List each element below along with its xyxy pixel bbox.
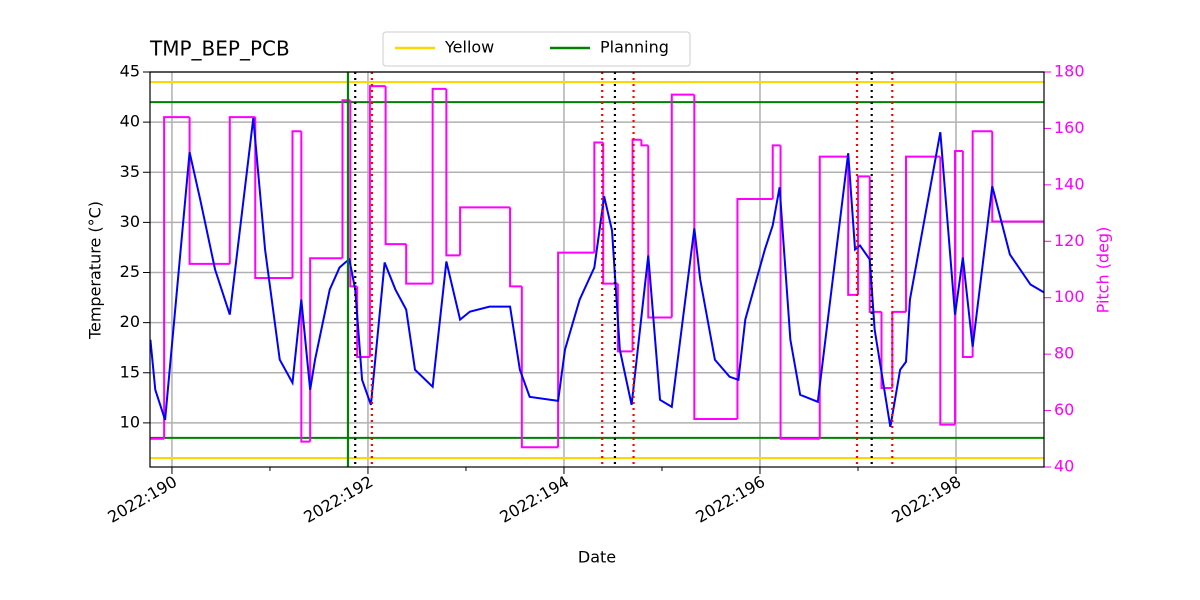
pitch-step xyxy=(961,151,973,358)
pitch-step xyxy=(856,175,870,295)
y2-axis-label: Pitch (deg) xyxy=(1094,227,1113,314)
y-tick-label: 25 xyxy=(120,262,140,281)
legend-box xyxy=(382,31,691,67)
pitch-step xyxy=(300,131,311,443)
pitch-step xyxy=(593,141,604,253)
pitch-step xyxy=(188,117,230,265)
pitch-step xyxy=(647,145,672,319)
pitch-step xyxy=(939,156,956,426)
temperature-line xyxy=(150,117,1044,428)
pitch-step xyxy=(368,85,386,357)
y2-tick-label: 160 xyxy=(1054,118,1085,137)
pitch-step xyxy=(971,130,993,357)
x-tick-label: 2022:198 xyxy=(888,472,964,527)
pitch-step xyxy=(291,130,302,278)
y2-tick-label: 60 xyxy=(1054,400,1074,419)
pitch-step xyxy=(905,155,941,312)
plot-frame xyxy=(149,71,1045,468)
pitch-step xyxy=(891,310,907,388)
x-axis-label: Date xyxy=(578,548,616,567)
pitch-step xyxy=(341,99,351,259)
pitch-step xyxy=(847,156,858,296)
y-axis-label: Temperature (°C) xyxy=(86,201,105,340)
y-tick-label: 40 xyxy=(120,112,140,131)
y-tick-label: 10 xyxy=(120,412,140,431)
y-tick-label: 20 xyxy=(120,312,140,331)
y-tick-label: 15 xyxy=(120,362,140,381)
pitch-step xyxy=(509,207,522,288)
pitch-step xyxy=(991,131,1044,223)
pitch-step xyxy=(670,93,695,318)
pitch-step xyxy=(228,116,256,264)
y2-tick-label: 100 xyxy=(1054,287,1085,306)
x-tick-label: 2022:194 xyxy=(496,472,572,527)
legend-label: Planning xyxy=(600,38,669,57)
y-tick-label: 30 xyxy=(120,212,140,231)
x-tick-label: 2022:196 xyxy=(692,472,768,527)
y2-tick-label: 140 xyxy=(1054,174,1085,193)
pitch-step xyxy=(771,144,781,199)
pitch-step xyxy=(520,286,559,449)
pitch-step xyxy=(736,197,773,420)
pitch-step xyxy=(779,145,820,440)
pitch-step xyxy=(818,155,849,439)
pitch-step xyxy=(954,150,963,425)
y2-tick-label: 180 xyxy=(1054,62,1085,81)
pitch-step xyxy=(405,244,433,285)
legend-label: Yellow xyxy=(444,38,494,57)
y-tick-label: 35 xyxy=(120,162,140,181)
pitch-step xyxy=(557,251,595,448)
pitch-step xyxy=(309,257,343,442)
y2-tick-label: 120 xyxy=(1054,231,1085,250)
pitch-step xyxy=(640,139,649,147)
pitch-step xyxy=(163,116,190,439)
pitch-step xyxy=(868,176,882,313)
x-tick-label: 2022:190 xyxy=(104,472,180,527)
chart-title: TMP_BEP_PCB xyxy=(149,37,290,61)
pitch-step xyxy=(384,86,407,246)
x-tick-label: 2022:192 xyxy=(300,472,376,527)
pitch-step xyxy=(254,117,293,279)
y-tick-label: 45 xyxy=(120,62,140,81)
pitch-step xyxy=(880,311,893,389)
pitch-step xyxy=(445,88,461,257)
pitch-step xyxy=(431,87,447,284)
y2-tick-label: 80 xyxy=(1054,344,1074,363)
pitch-step xyxy=(693,94,738,421)
y2-tick-label: 40 xyxy=(1054,457,1074,476)
pitch-step xyxy=(459,206,511,256)
